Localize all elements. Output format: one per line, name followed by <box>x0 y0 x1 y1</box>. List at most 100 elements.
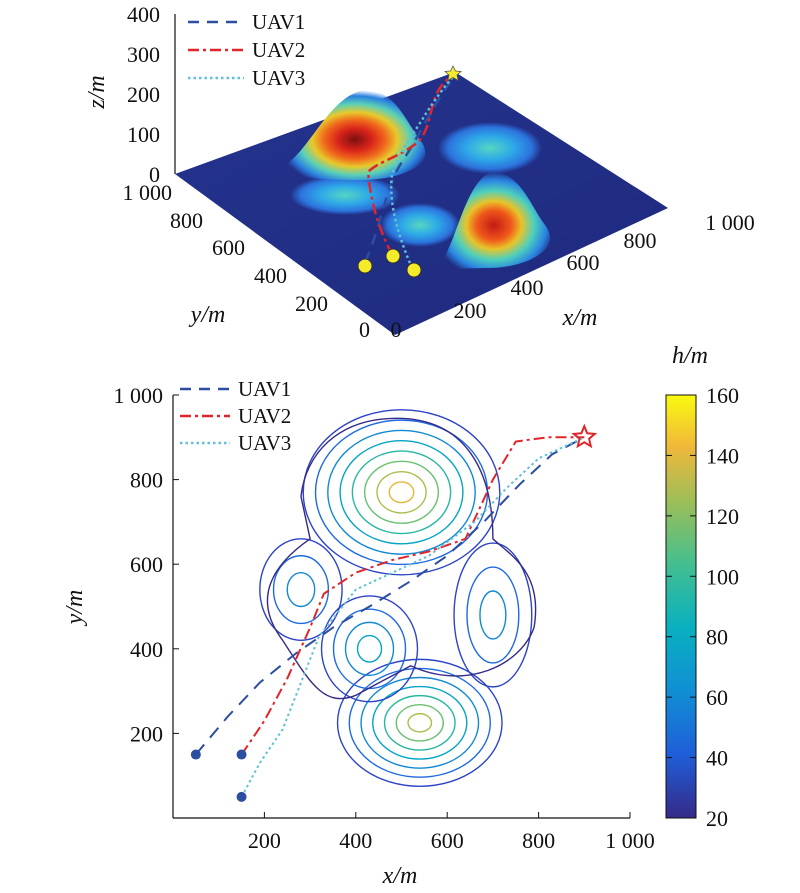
contour-y-axis-label: y/m <box>62 590 88 627</box>
legend-top: UAV1 UAV2 UAV3 <box>188 10 305 90</box>
series-uav2-path <box>240 436 585 756</box>
x-tick-label-600: 600 <box>431 828 464 853</box>
x3d-axis-label: x/m <box>562 305 598 331</box>
surface-hill-small-right <box>438 122 542 174</box>
uav1-path-3d <box>363 74 457 263</box>
contour-peak-left-ring-2 <box>286 571 316 608</box>
legend-top-uav2-label: UAV2 <box>252 38 305 62</box>
x3d-tick-400: 400 <box>511 275 544 300</box>
y-tick-label-200: 200 <box>130 721 163 746</box>
series-uav1-path <box>195 436 585 756</box>
uav3-start-marker-3d <box>406 262 422 278</box>
contour-peak-bottom-ring-4 <box>383 694 456 751</box>
y-tick-label-800: 800 <box>130 468 163 493</box>
contour-peak-left-ring-0 <box>259 538 343 642</box>
y3d-tick-1000: 1 000 <box>123 180 173 205</box>
y3d-tick-0: 0 <box>359 317 370 342</box>
series-uav3-path <box>240 436 585 798</box>
contour-envelope <box>266 417 537 700</box>
z-tick-200: 200 <box>127 82 160 107</box>
y-tick-label-1000: 1 000 <box>114 383 164 408</box>
legend-bottom-uav1-label: UAV1 <box>238 377 291 401</box>
legend-bottom: UAV1 UAV2 UAV3 <box>180 377 291 455</box>
x3d-tick-800: 800 <box>624 228 657 253</box>
contour-peak-bottom-ring-5 <box>395 703 444 742</box>
contour-peak-centre-ring-0 <box>320 595 419 703</box>
contour-peak-bottom-ring-1 <box>348 667 491 778</box>
colorbar-tick-label-160: 160 <box>706 383 739 408</box>
legend-top-uav1-label: UAV1 <box>252 10 305 34</box>
goal-star <box>571 423 598 449</box>
contour-peak-top-ring-0 <box>302 409 501 576</box>
surface-hill-small-left <box>290 175 400 215</box>
x3d-tick-1000: 1 000 <box>705 210 755 235</box>
z-tick-100: 100 <box>127 122 160 147</box>
contour-peak-top-ring-2 <box>327 429 476 555</box>
legend-bottom-uav3-label: UAV3 <box>238 431 291 455</box>
start-point-1 <box>190 749 201 760</box>
z-tick-400: 400 <box>127 2 160 27</box>
contour-peak-bottom-ring-6 <box>407 713 433 733</box>
y3d-axis-label: y/m <box>189 302 226 328</box>
uav3-path-3d <box>390 74 456 269</box>
x3d-tick-600: 600 <box>567 250 600 275</box>
x3d-tick-0: 0 <box>391 317 402 342</box>
colorbar-tick-label-40: 40 <box>706 746 728 771</box>
z-axis-label: z/m <box>84 75 110 109</box>
colorbar-label: h/m <box>672 343 708 369</box>
colorbar-tick-label-120: 120 <box>706 504 739 529</box>
x-tick-label-1000: 1 000 <box>605 828 655 853</box>
contour-peak-top-ring-5 <box>363 460 440 524</box>
contour-peak-bottom-ring-2 <box>360 676 480 769</box>
contour-peak-right-ring-0 <box>453 542 533 688</box>
contour-peak-bottom-ring-0 <box>336 658 503 787</box>
colorbar: 20 40 60 80 100 120 140 160 h/m <box>665 343 739 831</box>
z-tick-0: 0 <box>149 162 160 187</box>
y-tick-label-600: 600 <box>130 552 163 577</box>
y3d-tick-200: 200 <box>295 291 328 316</box>
contour-peak-centre-ring-2 <box>344 621 395 676</box>
colorbar-tick-label-60: 60 <box>706 685 728 710</box>
uav1-start-marker-3d <box>357 258 373 274</box>
contour-peak-right-ring-2 <box>479 590 507 640</box>
contour-plot: 200 400 600 800 1 000 200 400 600 800 1 000 x/m y… <box>62 343 739 889</box>
legend-top-uav3-label: UAV3 <box>252 66 305 90</box>
contour-peak-top-ring-7 <box>388 481 415 504</box>
contour-lines <box>259 409 537 787</box>
colorbar-tick-label-80: 80 <box>706 625 728 650</box>
contour-peak-centre-ring-3 <box>356 634 383 663</box>
y3d-tick-800: 800 <box>170 208 203 233</box>
uav-paths <box>190 423 598 802</box>
y3d-tick-400: 400 <box>254 263 287 288</box>
contour-x-axis-label: x/m <box>382 863 418 889</box>
colorbar-ticks: 20 40 60 80 100 120 140 160 <box>666 383 739 831</box>
contour-ticks: 200 400 600 800 1 000 200 400 600 800 1 000 <box>114 383 655 853</box>
surface-hill-small-mid <box>380 203 460 247</box>
goal-star-3d <box>444 65 462 82</box>
y-tick-label-400: 400 <box>130 637 163 662</box>
contour-peak-top-ring-6 <box>376 470 427 514</box>
uav2-path-3d <box>366 73 456 256</box>
x3d-tick-200: 200 <box>454 298 487 323</box>
colorbar-gradient <box>665 394 697 819</box>
start-point-2 <box>236 749 247 760</box>
uav2-start-marker-3d <box>385 248 401 264</box>
x-tick-label-400: 400 <box>339 828 372 853</box>
contour-peak-top-ring-4 <box>351 450 452 535</box>
legend-bottom-uav2-label: UAV2 <box>238 404 291 428</box>
y3d-tick-600: 600 <box>212 235 245 260</box>
colorbar-tick-label-20: 20 <box>706 806 728 831</box>
surface-hill-medium <box>438 172 550 269</box>
contour-peak-left-ring-1 <box>272 555 330 625</box>
x-tick-label-200: 200 <box>248 828 281 853</box>
contour-peak-top-ring-3 <box>339 440 464 545</box>
colorbar-tick-label-140: 140 <box>706 443 739 468</box>
start-point-3 <box>236 791 247 802</box>
x-tick-label-800: 800 <box>522 828 555 853</box>
contour-peak-right-ring-1 <box>466 566 520 664</box>
contour-peak-bottom-ring-3 <box>372 685 468 760</box>
surface-plot: 400 300 200 100 0 z/m 1 000 800 600 400 … <box>84 2 755 342</box>
z-tick-300: 300 <box>127 42 160 67</box>
colorbar-tick-label-100: 100 <box>706 564 739 589</box>
